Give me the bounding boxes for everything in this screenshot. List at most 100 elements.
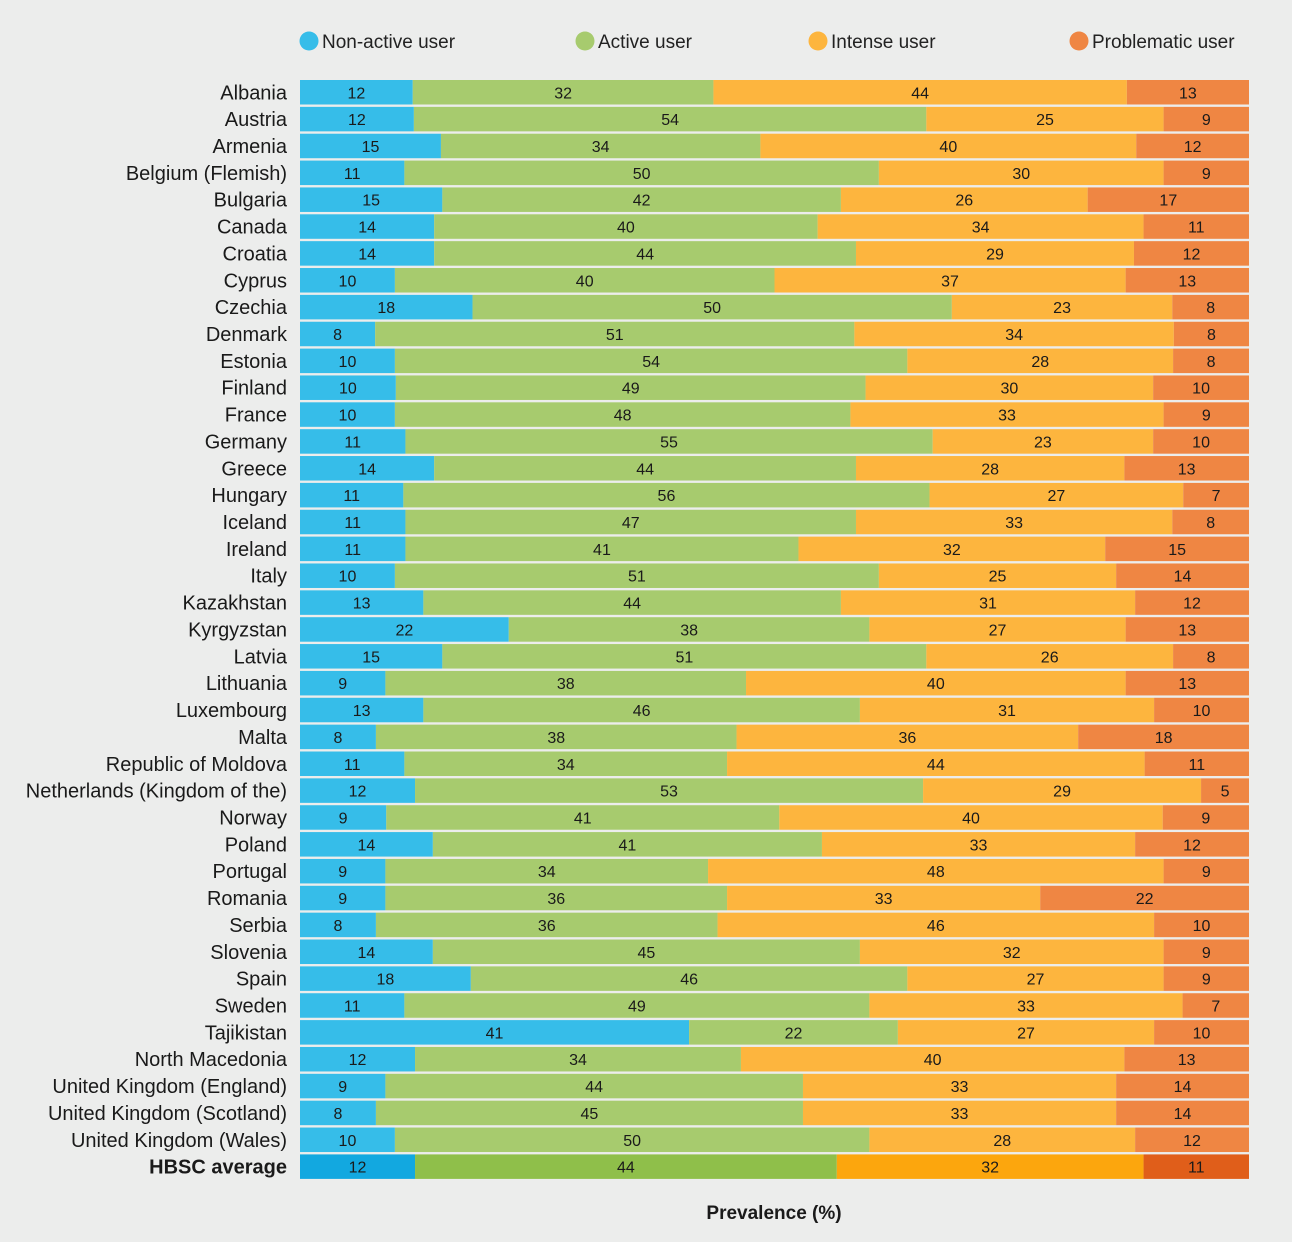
bar-row-serbia: 8 36 46 10 <box>300 912 1249 938</box>
data-label: 8 <box>334 1106 343 1123</box>
bar-segment-non-active-user <box>300 80 413 105</box>
data-label: 25 <box>989 569 1007 586</box>
data-label: 48 <box>614 408 632 425</box>
bar-segment-active-user <box>415 1154 837 1179</box>
country-label: Italy <box>250 566 287 588</box>
data-label: 9 <box>338 864 347 881</box>
bar-segment-intense-user <box>736 724 1079 750</box>
data-label: 44 <box>636 461 654 478</box>
bar-row-ireland: 11 41 32 15 <box>300 536 1249 562</box>
bar-segment-non-active-user <box>300 805 387 830</box>
bar-segment-problematic-user <box>1135 1127 1249 1153</box>
data-label: 33 <box>970 837 988 854</box>
bar-segment-active-user <box>432 832 822 857</box>
bar-segment-active-user <box>442 187 841 212</box>
bar-segment-active-user <box>415 778 924 803</box>
bar-segment-problematic-user <box>1154 697 1249 723</box>
bar-segment-active-user <box>385 885 728 911</box>
data-label: 25 <box>1036 112 1054 129</box>
data-label: 8 <box>1207 327 1216 344</box>
data-label: 13 <box>1178 622 1196 639</box>
data-label: 26 <box>1041 649 1059 666</box>
data-label: 30 <box>1012 166 1030 183</box>
data-label: 33 <box>1005 515 1023 532</box>
bar-segment-active-user <box>405 509 856 535</box>
bar-segment-problematic-user <box>1182 993 1249 1018</box>
bar-segment-active-user <box>432 939 860 965</box>
bar-segment-problematic-user <box>1040 885 1249 911</box>
data-label: 18 <box>377 972 395 989</box>
data-label: 10 <box>1193 1025 1211 1042</box>
bar-segment-active-user <box>508 617 870 642</box>
bar-segment-non-active-user <box>300 912 376 938</box>
data-label: 40 <box>617 220 635 237</box>
bar-segment-intense-user <box>907 348 1174 374</box>
data-label: 34 <box>538 864 556 881</box>
data-label: 10 <box>339 273 357 290</box>
country-label: North Macedonia <box>135 1049 288 1071</box>
bar-segment-problematic-user <box>1153 375 1249 400</box>
bar-segment-non-active-user <box>300 885 386 911</box>
data-label: 5 <box>1221 784 1230 801</box>
data-label: 31 <box>998 703 1016 720</box>
data-label: 8 <box>1206 515 1215 532</box>
bar-segment-active-user <box>375 912 718 938</box>
data-label: 27 <box>1027 972 1045 989</box>
data-label: 10 <box>1192 434 1210 451</box>
bar-segment-non-active-user <box>300 241 435 266</box>
bar-segment-non-active-user <box>300 536 406 562</box>
data-label: 14 <box>1174 1079 1192 1096</box>
data-label: 15 <box>362 139 380 156</box>
data-label: 13 <box>1179 85 1197 102</box>
bar-segment-non-active-user <box>300 644 443 669</box>
data-label: 11 <box>1188 1160 1205 1177</box>
data-label: 12 <box>1183 246 1201 263</box>
bar-segment-intense-user <box>855 241 1134 266</box>
bar-segment-non-active-user <box>300 724 376 750</box>
data-label: 12 <box>349 784 367 801</box>
data-label: 26 <box>955 193 973 210</box>
data-label: 14 <box>1174 1106 1192 1123</box>
country-label: Germany <box>205 431 287 453</box>
data-label: 44 <box>636 246 654 263</box>
country-label: France <box>225 405 287 427</box>
country-label: Serbia <box>229 915 288 937</box>
data-label: 13 <box>1178 461 1196 478</box>
data-label: 9 <box>1202 945 1211 962</box>
bar-segment-problematic-user <box>1143 214 1249 239</box>
data-label: 11 <box>344 166 361 183</box>
data-label: 46 <box>633 703 651 720</box>
country-label: Denmark <box>206 324 288 346</box>
country-label: Iceland <box>223 512 288 534</box>
bar-row-estonia: 10 54 28 8 <box>300 348 1249 374</box>
bar-segment-intense-user <box>897 1020 1155 1045</box>
data-label: 54 <box>661 112 679 129</box>
data-label: 10 <box>339 381 357 398</box>
data-label: 37 <box>941 273 959 290</box>
data-label: 10 <box>339 1133 357 1150</box>
country-label: Latvia <box>234 646 288 668</box>
data-label: 14 <box>358 837 376 854</box>
bar-row-luxembourg: 13 46 31 10 <box>300 697 1249 723</box>
data-label: 22 <box>785 1025 803 1042</box>
data-label: 12 <box>348 112 366 129</box>
bar-segment-intense-user <box>817 214 1144 239</box>
data-label: 28 <box>981 461 999 478</box>
bar-segment-non-active-user <box>300 670 386 696</box>
bar-segment-intense-user <box>859 697 1155 723</box>
bar-segment-non-active-user <box>300 939 433 965</box>
bar-segment-problematic-user <box>1087 187 1249 212</box>
data-label: 8 <box>333 327 342 344</box>
data-label: 8 <box>334 730 343 747</box>
bar-segment-active-user <box>415 1046 741 1072</box>
bar-segment-non-active-user <box>300 832 433 857</box>
bar-segment-active-user <box>395 375 866 400</box>
legend-label-problematic-user: Problematic user <box>1092 32 1235 53</box>
bar-segment-intense-user <box>740 1046 1125 1072</box>
bar-row-north-macedonia: 12 34 40 13 <box>300 1046 1249 1072</box>
bar-row-spain: 18 46 27 9 <box>300 966 1249 991</box>
bar-segment-intense-user <box>746 670 1126 696</box>
country-label: Croatia <box>223 243 288 265</box>
bar-row-finland: 10 49 30 10 <box>300 375 1249 400</box>
bar-segment-non-active-user <box>300 1127 395 1153</box>
